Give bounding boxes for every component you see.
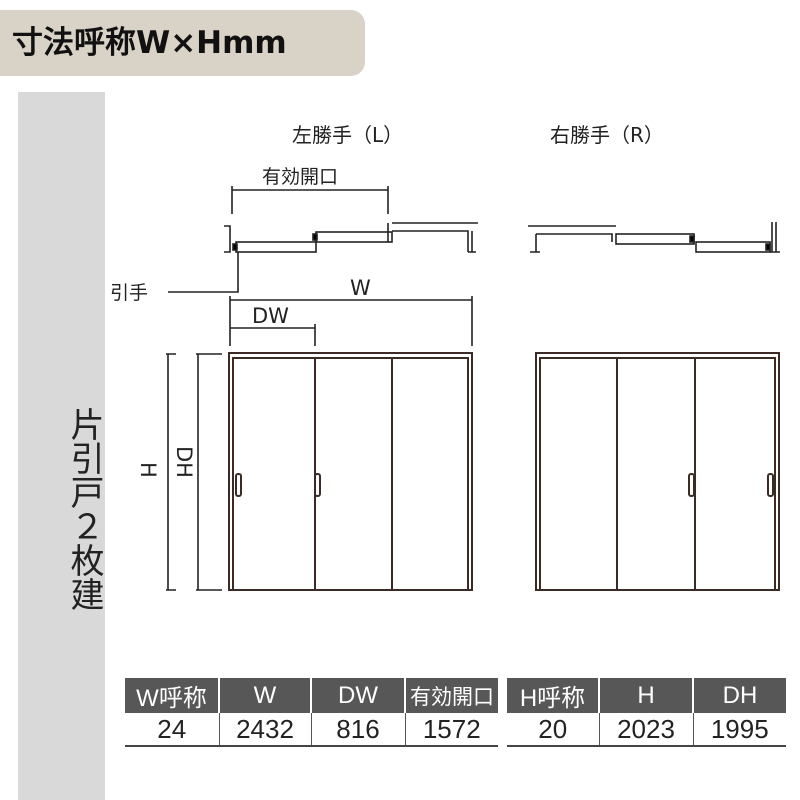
- w-label: W: [350, 276, 371, 300]
- cell-h-nominal: 20: [507, 713, 599, 747]
- width-table: W呼称 W DW 有効開口 24 2432 816 1572: [125, 678, 498, 747]
- right-door-elevation: [535, 352, 780, 591]
- header-dw: DW: [310, 678, 405, 713]
- page-title: 寸法呼称W×Hmm: [0, 10, 365, 76]
- cell-dw: 816: [310, 713, 405, 747]
- header-h: H: [598, 678, 693, 713]
- dh-label: DH: [172, 446, 196, 478]
- cell-w: 2432: [218, 713, 311, 747]
- right-heading: 右勝手（R）: [550, 123, 664, 147]
- header-h-nominal: H呼称: [507, 678, 599, 713]
- left-door-elevation: [228, 352, 473, 591]
- header-w-nominal: W呼称: [125, 678, 219, 713]
- side-panel: 片引戸２枚建: [18, 92, 105, 800]
- right-plan-view: [528, 222, 780, 253]
- cell-w-nominal: 24: [125, 713, 219, 747]
- cell-dh: 1995: [692, 713, 786, 747]
- header-opening: 有効開口: [404, 678, 498, 713]
- cell-h: 2023: [598, 713, 693, 747]
- h-label: H: [136, 462, 160, 478]
- header-w: W: [218, 678, 311, 713]
- dw-label: DW: [252, 304, 289, 328]
- left-heading: 左勝手（L）: [292, 123, 403, 147]
- header-dh: DH: [692, 678, 786, 713]
- cell-opening: 1572: [404, 713, 498, 747]
- height-table: H呼称 H DH 20 2023 1995: [507, 678, 786, 747]
- opening-label: 有効開口: [262, 166, 338, 188]
- left-plan-view: [168, 186, 478, 346]
- door-type-label: 片引戸２枚建: [64, 407, 104, 611]
- handle-label: 引手: [110, 282, 148, 304]
